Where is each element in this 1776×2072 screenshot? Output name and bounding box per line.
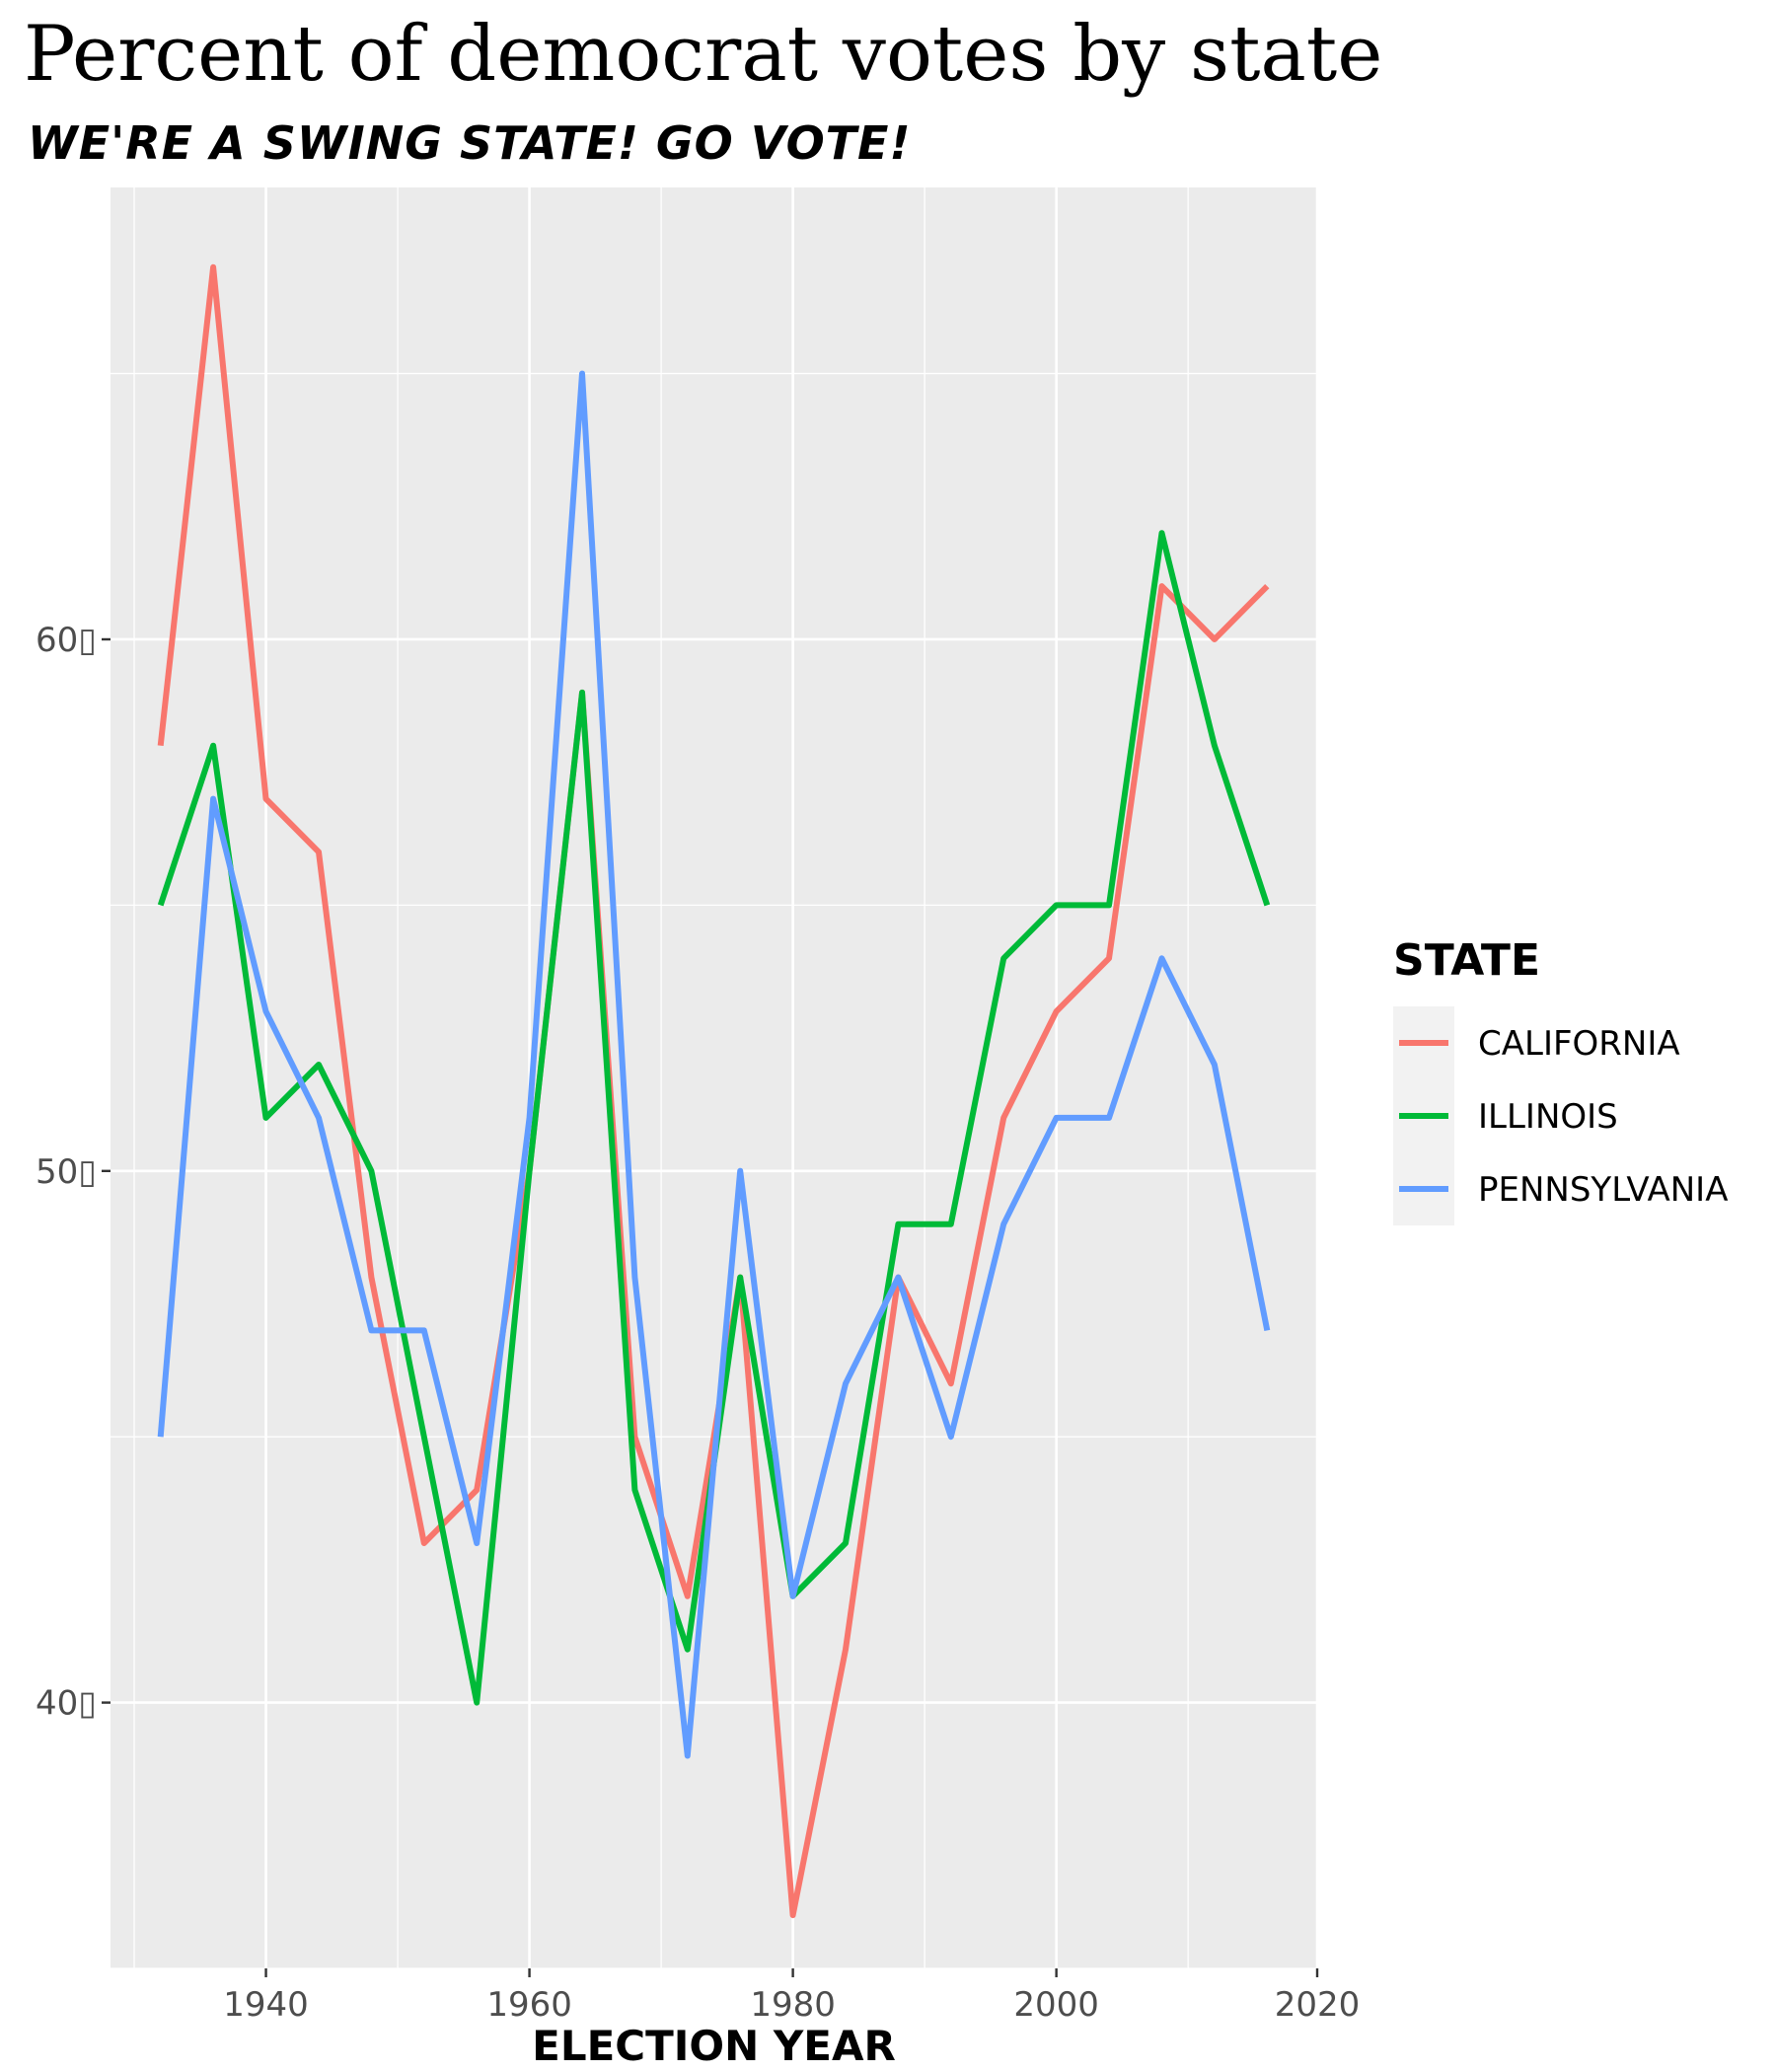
y-tick-label: 60▯ <box>36 621 97 660</box>
x-tick-label: 1940 <box>223 1985 309 2025</box>
legend-label: PENNSYLVANIA <box>1478 1170 1728 1210</box>
plot-panel <box>111 187 1317 1968</box>
y-tick-label: 50▯ <box>36 1152 97 1192</box>
chart-title: Percent of democrat votes by state <box>24 10 1383 99</box>
legend-label: ILLINOIS <box>1478 1097 1618 1137</box>
x-tick-label: 2020 <box>1275 1985 1361 2025</box>
legend-label: CALIFORNIA <box>1478 1024 1680 1064</box>
chart-subtitle: WE'RE A SWING STATE! GO VOTE! <box>28 116 912 170</box>
legend-title: STATE <box>1393 935 1540 986</box>
series-line-pennsylvania <box>157 370 1271 1759</box>
x-axis-title: ELECTION YEAR <box>532 2022 896 2070</box>
x-tick-label: 1960 <box>486 1985 572 2025</box>
y-tick-label: 40▯ <box>36 1684 97 1724</box>
x-tick-label: 1980 <box>750 1985 836 2025</box>
x-tick-label: 2000 <box>1013 1985 1099 2025</box>
